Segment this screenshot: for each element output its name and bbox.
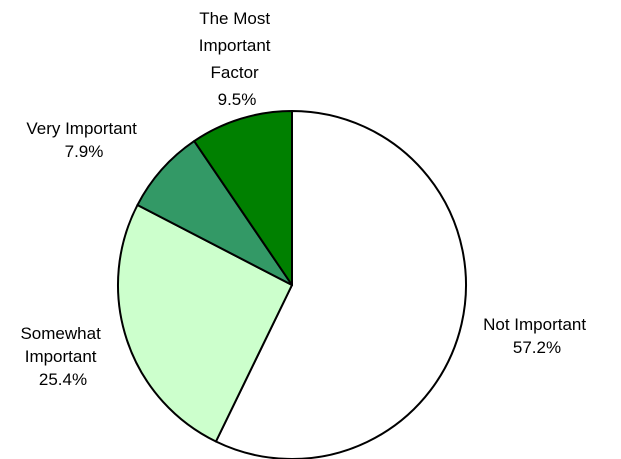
- slice-name-not-important-line-1: Not Important: [483, 315, 586, 334]
- slice-most-important-factor: [193, 110, 293, 286]
- slice-name-most-important-line-3: Factor: [211, 63, 260, 82]
- slice-name-most-important-line-2: Important: [199, 36, 271, 55]
- slice-name-somewhat-important-line-2: Important: [25, 347, 97, 366]
- slice-value-somewhat-important: 25.4%: [39, 370, 87, 389]
- slice-label-most-important-factor: The Most Important Factor 9.5%: [199, 9, 276, 109]
- slice-name-somewhat-important-line-1: Somewhat: [20, 324, 101, 343]
- slice-name-most-important-line-1: The Most: [199, 9, 270, 28]
- slice-label-very-important: Very Important 7.9%: [26, 119, 141, 161]
- slice-value-most-important-factor: 9.5%: [218, 90, 257, 109]
- slice-value-very-important: 7.9%: [65, 142, 104, 161]
- slice-label-not-important: Not Important 57.2%: [483, 315, 591, 357]
- slice-label-somewhat-important: Somewhat Important 25.4%: [20, 324, 105, 389]
- slice-somewhat-important: [117, 204, 293, 443]
- slice-name-very-important-line-1: Very Important: [26, 119, 137, 138]
- slice-value-not-important: 57.2%: [513, 338, 561, 357]
